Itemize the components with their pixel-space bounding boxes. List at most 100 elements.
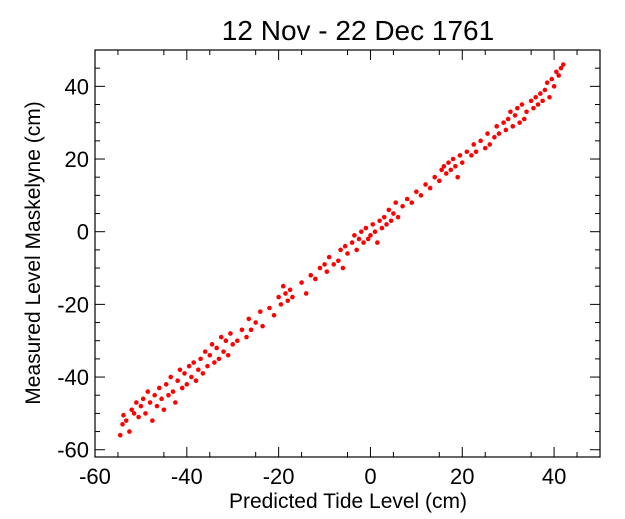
data-point (535, 102, 541, 107)
data-point (253, 320, 258, 325)
data-point (368, 233, 373, 238)
x-tick-label: 0 (364, 464, 376, 489)
data-point (134, 400, 139, 405)
data-point (361, 240, 366, 245)
data-point (182, 371, 187, 376)
data-point (223, 338, 229, 344)
x-tick-labels: -60 -40 -20 0 20 40 (79, 464, 566, 489)
data-point (503, 127, 509, 133)
data-point (285, 298, 291, 304)
data-point (117, 432, 123, 438)
data-point (303, 291, 309, 296)
data-point (170, 389, 176, 394)
data-point (372, 229, 378, 234)
data-point (556, 73, 561, 78)
data-point (437, 178, 442, 184)
data-point (177, 367, 183, 373)
data-point (290, 294, 295, 300)
data-point (549, 76, 555, 82)
data-point (331, 262, 337, 267)
data-point (381, 214, 387, 220)
data-point (317, 265, 323, 271)
data-point (179, 385, 185, 391)
data-point (354, 247, 359, 253)
data-point (244, 334, 249, 340)
x-tick-label: -40 (171, 464, 203, 489)
data-point (528, 98, 534, 104)
data-point (246, 316, 252, 322)
data-point (384, 222, 389, 227)
data-point (287, 287, 293, 293)
data-point (163, 382, 169, 387)
data-point (154, 403, 160, 409)
data-point (496, 131, 502, 136)
data-point (427, 185, 433, 191)
data-point (457, 153, 463, 158)
x-tick-label: -60 (79, 464, 111, 489)
data-point (471, 142, 477, 147)
data-point (308, 273, 314, 278)
data-point (358, 229, 364, 234)
data-point (538, 91, 543, 96)
data-point (342, 243, 348, 249)
chart-title: 12 Nov - 22 Dec 1761 (222, 15, 494, 46)
data-point (356, 236, 362, 242)
data-point (517, 120, 522, 125)
data-point (544, 80, 550, 86)
data-point (441, 163, 447, 169)
data-point (349, 240, 355, 245)
data-point (363, 225, 369, 231)
data-point (439, 167, 444, 173)
data-point (186, 363, 192, 369)
data-point (446, 160, 451, 165)
data-point (336, 258, 341, 264)
data-point (482, 145, 488, 151)
data-point (283, 291, 288, 296)
data-point (161, 407, 167, 413)
data-point (127, 429, 132, 434)
data-point (184, 382, 190, 387)
data-point (260, 323, 265, 329)
data-point (391, 211, 396, 216)
data-point (455, 174, 460, 180)
data-point (558, 65, 564, 71)
data-point (340, 265, 346, 271)
data-point (278, 302, 284, 307)
data-point (365, 236, 371, 242)
data-point (200, 371, 206, 376)
data-point (198, 356, 203, 362)
data-point (531, 105, 536, 111)
data-point (235, 338, 240, 344)
data-point (257, 309, 263, 314)
data-point (464, 149, 470, 155)
data-point (195, 367, 201, 373)
data-point (521, 116, 527, 122)
data-point (216, 356, 222, 362)
data-point (432, 174, 438, 180)
data-point (120, 421, 125, 427)
data-point (404, 196, 410, 202)
data-point (400, 203, 405, 209)
data-point (143, 411, 148, 416)
data-point (218, 334, 224, 340)
data-point (478, 138, 483, 144)
y-axis-title: Measured Level Maskelyne (cm) (22, 101, 45, 404)
data-point (214, 345, 219, 351)
data-point (299, 280, 304, 285)
data-point (280, 283, 286, 289)
data-point (554, 69, 559, 75)
x-tick-label: 40 (542, 464, 566, 489)
data-point (524, 109, 529, 115)
data-point (352, 233, 357, 238)
data-point (459, 160, 465, 165)
data-point (147, 400, 153, 405)
data-point (276, 294, 281, 300)
y-tick-label: -60 (57, 438, 89, 463)
data-point (505, 116, 511, 122)
data-point (414, 189, 419, 195)
data-point (448, 167, 454, 173)
y-tick-label: 20 (65, 147, 89, 172)
data-point (212, 360, 217, 365)
data-point (230, 342, 236, 347)
